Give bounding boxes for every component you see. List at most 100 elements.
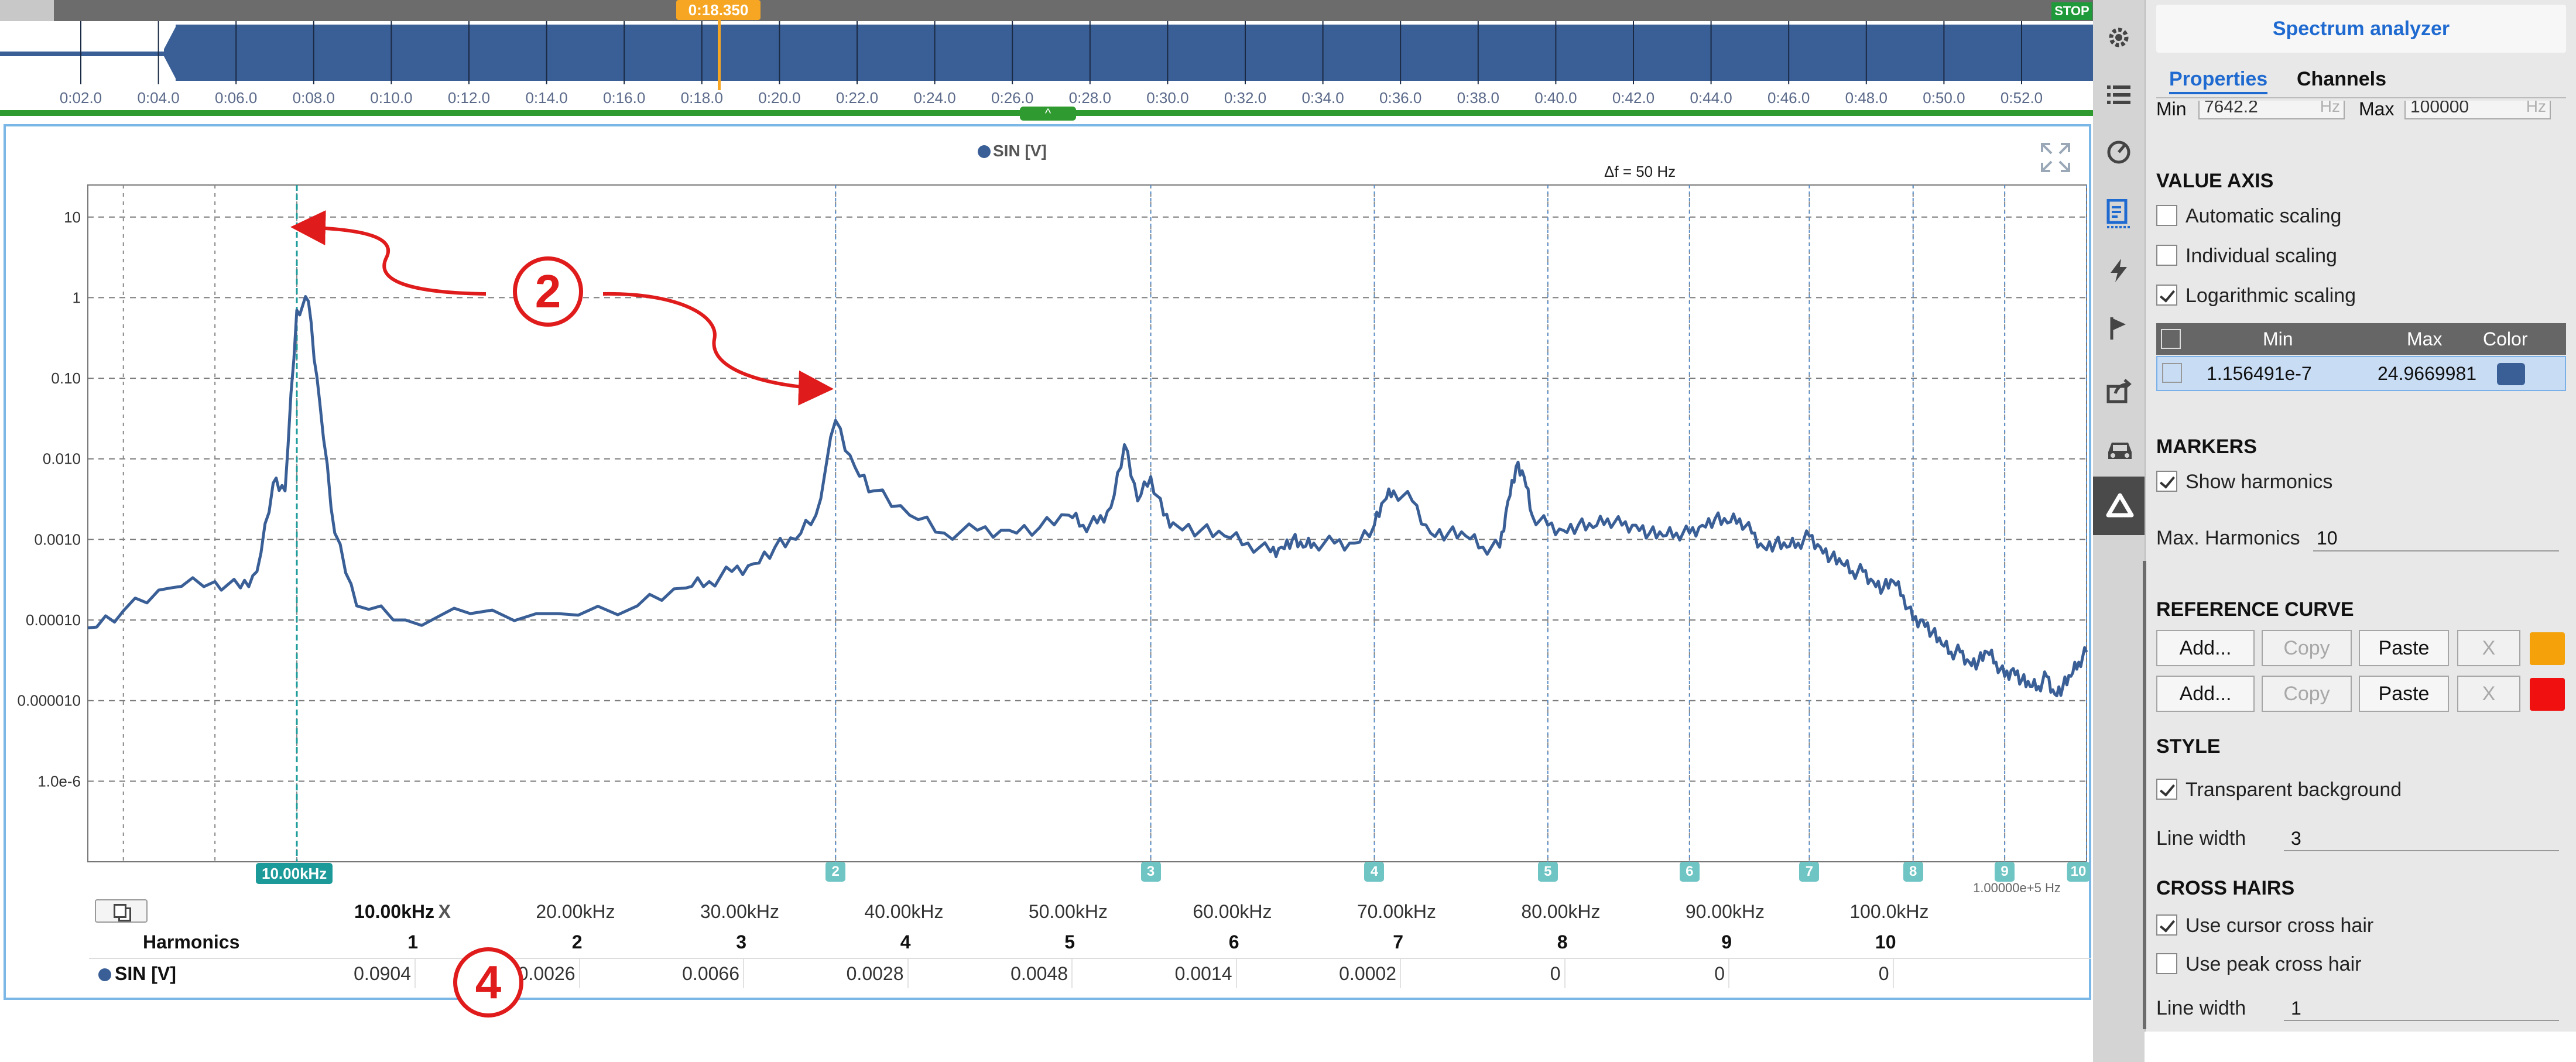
style-line-width-input[interactable]: 3 [2284,825,2559,851]
harmonic-value-cell: 0.0026 [416,959,580,988]
ref2-color-swatch[interactable] [2530,678,2565,711]
copy-table-button[interactable] [95,899,148,923]
logarithmic-scaling-option[interactable]: Logarithmic scaling [2156,285,2356,310]
harmonic-number-cell: 3 [736,931,746,953]
overview-tick-label: 0:22.0 [835,89,879,107]
scaling-table-row[interactable]: 1.156491e-7 24.9669981 [2156,356,2566,391]
ref1-add-button[interactable]: Add... [2156,630,2255,666]
y-tick-label: 1.0e-6 [37,772,81,790]
overview-tick-label: 0:52.0 [2000,89,2043,107]
min-input[interactable]: 7642.2 Hz [2198,101,2345,119]
scale-min-value[interactable]: 1.156491e-7 [2207,363,2312,384]
overview-tick-label: 0:16.0 [603,89,646,107]
properties-scrollbar[interactable] [2143,561,2146,1029]
harmonic-badge-3[interactable]: 3 [1140,862,1161,882]
overview-range-handle[interactable]: ^ [1020,107,1076,121]
harmonic-value-cell: 0.0048 [909,959,1073,988]
scale-max-value[interactable]: 24.9669981 [2378,363,2477,384]
ref2-copy-button[interactable]: Copy [2262,676,2352,712]
spectrum-chart-panel[interactable]: 10 1 0.10 0.010 0.0010 0.00010 0.000010 1.0e-6 … [4,124,2091,1000]
annotation-marker-4-table: 4 [453,947,523,1018]
logarithmic-scaling-label: Logarithmic scaling [2186,285,2356,307]
max-input[interactable]: 100000 Hz [2404,101,2551,119]
logarithmic-scaling-checkbox[interactable] [2156,285,2177,306]
scale-color-swatch[interactable] [2497,363,2525,385]
document-chart-button[interactable] [2093,186,2145,238]
spectrum-plot[interactable]: 10 1 0.10 0.010 0.0010 0.00010 0.000010 1.0e-6 [6,126,2089,888]
harmonic-badge-2[interactable]: 2 [825,862,846,882]
show-harmonics-checkbox[interactable] [2156,471,2177,492]
overview-tick-label: 0:02.0 [59,89,102,107]
harmonic-badge-7[interactable]: 7 [1799,862,1820,882]
use-peak-cross-hair-option[interactable]: Use peak cross hair [2156,953,2361,979]
scaling-row-checkbox[interactable] [2162,363,2182,383]
dewesoft-logo-button[interactable] [2093,477,2145,535]
overview-tick-label: 0:18.0 [680,89,723,107]
gauge-button[interactable] [2093,125,2145,177]
use-cursor-cross-hair-checkbox[interactable] [2156,914,2177,936]
harmonic-badge-10[interactable]: 10 [2067,862,2090,882]
tab-channels[interactable]: Channels [2297,68,2387,90]
overview-cursor-line[interactable] [718,20,721,90]
show-harmonics-option[interactable]: Show harmonics [2156,471,2332,496]
y-tick-label: 0.000010 [18,692,81,710]
ref2-paste-button[interactable]: Paste [2359,676,2449,712]
harmonic-badge-9[interactable]: 9 [1995,862,2015,882]
harmonic-badge-6[interactable]: 6 [1679,862,1700,882]
overview-waveform[interactable] [0,21,2093,84]
overview-stop-marker: STOP [2051,2,2092,20]
use-cursor-cross-hair-option[interactable]: Use cursor cross hair [2156,914,2373,940]
individual-scaling-checkbox[interactable] [2156,245,2177,266]
automatic-scaling-checkbox[interactable] [2156,205,2177,226]
ref1-color-swatch[interactable] [2530,632,2565,665]
individual-scaling-option[interactable]: Individual scaling [2156,245,2337,270]
trigger-button[interactable] [2093,245,2145,296]
expand-icon[interactable] [2040,142,2071,173]
ref1-clear-button[interactable]: X [2457,630,2520,666]
harmonic-value-cell: 0.0014 [1073,959,1237,988]
overview-cursor-time[interactable]: 0:18.350 [676,0,761,20]
y-tick-label: 1 [73,289,81,306]
flag-button[interactable] [2093,302,2145,354]
transparent-background-option[interactable]: Transparent background [2156,779,2402,804]
export-icon [2106,379,2132,403]
ref1-copy-button[interactable]: Copy [2262,630,2352,666]
ref2-clear-button[interactable]: X [2457,676,2520,712]
list-button[interactable] [2093,69,2145,121]
automatic-scaling-option[interactable]: Automatic scaling [2156,205,2341,231]
harmonic-value-cell: 0 [1566,959,1729,988]
harmonic-badge-8[interactable]: 8 [1903,862,1923,882]
harmonic-value-cell: 0 [1402,959,1566,988]
section-cross-hairs: CROSS HAIRS [2156,877,2295,899]
fundamental-marker-badge[interactable]: 10.00kHz [256,863,333,884]
section-style: STYLE [2156,735,2221,758]
car-button[interactable] [2093,424,2145,475]
overview-tick-label: 0:10.0 [370,89,413,107]
remove-fundamental-icon[interactable]: X [438,901,451,922]
harmonic-value-cell: 0.0028 [745,959,909,988]
transparent-background-checkbox[interactable] [2156,779,2177,800]
settings-button[interactable] [2093,12,2145,63]
scaling-select-all-checkbox[interactable] [2161,329,2181,349]
harmonic-badge-5[interactable]: 5 [1537,862,1558,882]
use-peak-cross-hair-checkbox[interactable] [2156,953,2177,974]
tab-properties[interactable]: Properties [2169,68,2268,94]
ref1-paste-button[interactable]: Paste [2359,630,2449,666]
overview-wave-quiet [0,52,164,56]
scaling-table: Min Max Color 1.156491e-7 24.9669981 [2156,323,2566,392]
section-markers: MARKERS [2156,436,2257,458]
max-harmonics-input[interactable]: 10 [2313,525,2559,551]
overview-strip[interactable]: 0:02.0 0:04.0 0:06.0 0:08.0 0:10.0 0:12.0 0:14… [0,0,2093,121]
series-line-sin[interactable] [87,295,2088,697]
ref2-add-button[interactable]: Add... [2156,676,2255,712]
overview-tick-label: 0:40.0 [1534,89,1577,107]
overview-tick-label: 0:28.0 [1068,89,1111,107]
individual-scaling-label: Individual scaling [2186,245,2337,267]
frequency-range-row: Min 7642.2 Hz Max 100000 Hz [2156,101,2566,121]
export-button[interactable] [2093,365,2145,417]
harmonic-badge-4[interactable]: 4 [1364,862,1385,882]
scaling-table-header: Min Max Color [2156,323,2566,355]
y-tick-label: 10 [64,208,81,226]
harmonics-number-row: Harmonics 1 2 3 4 5 6 7 8 9 10 [89,927,2091,957]
cross-hair-line-width-input[interactable]: 1 [2284,995,2559,1021]
